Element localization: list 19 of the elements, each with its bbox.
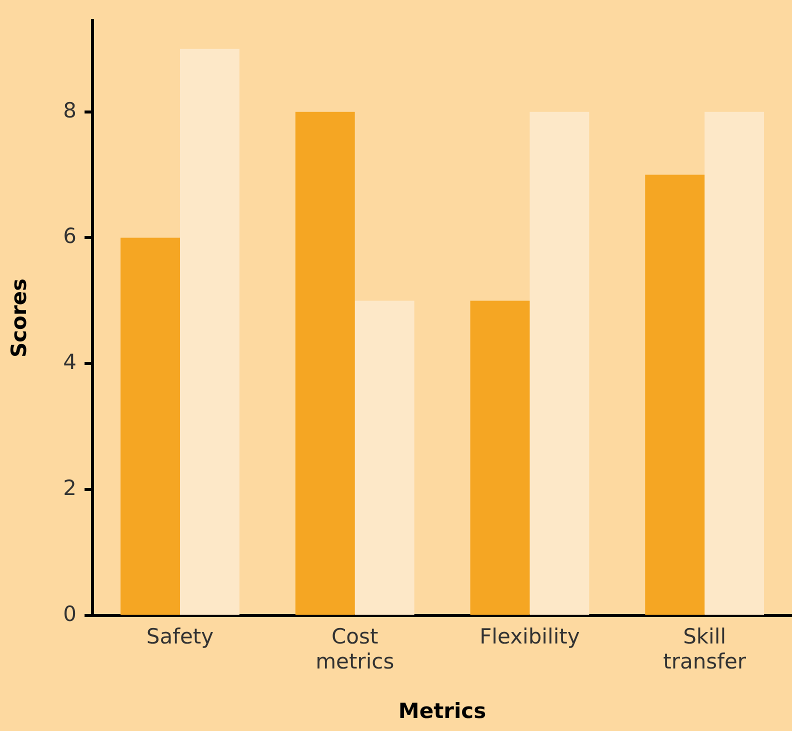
bar bbox=[354, 300, 414, 615]
bar bbox=[295, 112, 355, 615]
x-tick-label: Skill transfer bbox=[663, 624, 746, 674]
x-axis-title: Metrics bbox=[398, 698, 486, 723]
y-tick-label: 8 bbox=[63, 98, 77, 122]
bar bbox=[470, 300, 530, 615]
bar bbox=[530, 112, 590, 615]
x-tick-label: Safety bbox=[146, 624, 214, 648]
y-axis-title: Scores bbox=[7, 278, 32, 358]
bar bbox=[120, 238, 180, 615]
bar bbox=[704, 112, 764, 615]
y-tick-label: 6 bbox=[63, 224, 77, 248]
y-tick-label: 2 bbox=[63, 476, 77, 500]
x-tick-label: Cost metrics bbox=[316, 624, 394, 674]
y-tick-label: 4 bbox=[63, 350, 77, 374]
bar bbox=[645, 174, 705, 615]
y-tick-label: 0 bbox=[63, 602, 77, 626]
bar bbox=[180, 48, 240, 615]
x-tick-label: Flexibility bbox=[480, 624, 580, 648]
